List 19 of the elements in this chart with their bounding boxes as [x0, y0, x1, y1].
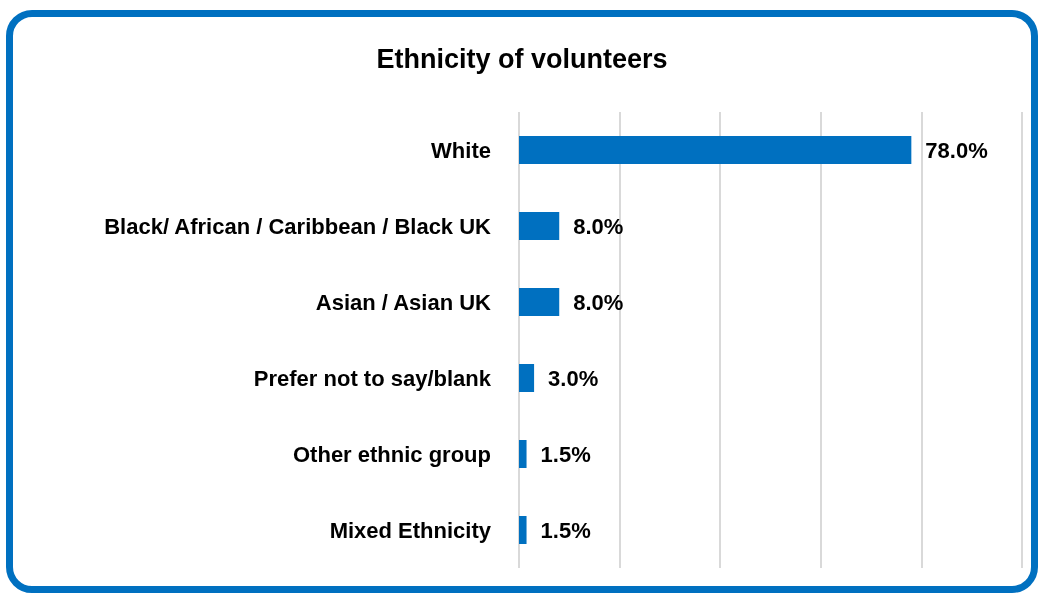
- data-label: 1.5%: [540, 441, 591, 467]
- y-tick-label: Other ethnic group: [293, 441, 491, 467]
- bar: [519, 288, 560, 316]
- data-label: 8.0%: [573, 213, 624, 239]
- bar: [519, 136, 912, 164]
- bar: [519, 440, 527, 468]
- data-label: 3.0%: [548, 365, 599, 391]
- y-tick-label: Black/ African / Caribbean / Black UK: [104, 213, 492, 239]
- bar: [519, 364, 535, 392]
- chart-title: Ethnicity of volunteers: [376, 43, 668, 74]
- data-label: 1.5%: [540, 517, 591, 543]
- y-tick-label: Mixed Ethnicity: [329, 517, 492, 543]
- y-tick-label: Prefer not to say/blank: [253, 365, 492, 391]
- data-label: 78.0%: [925, 137, 988, 163]
- bar: [519, 212, 560, 240]
- data-label: 8.0%: [573, 289, 624, 315]
- y-tick-label: Asian / Asian UK: [315, 289, 492, 315]
- bar: [519, 516, 527, 544]
- y-tick-label: White: [431, 137, 491, 163]
